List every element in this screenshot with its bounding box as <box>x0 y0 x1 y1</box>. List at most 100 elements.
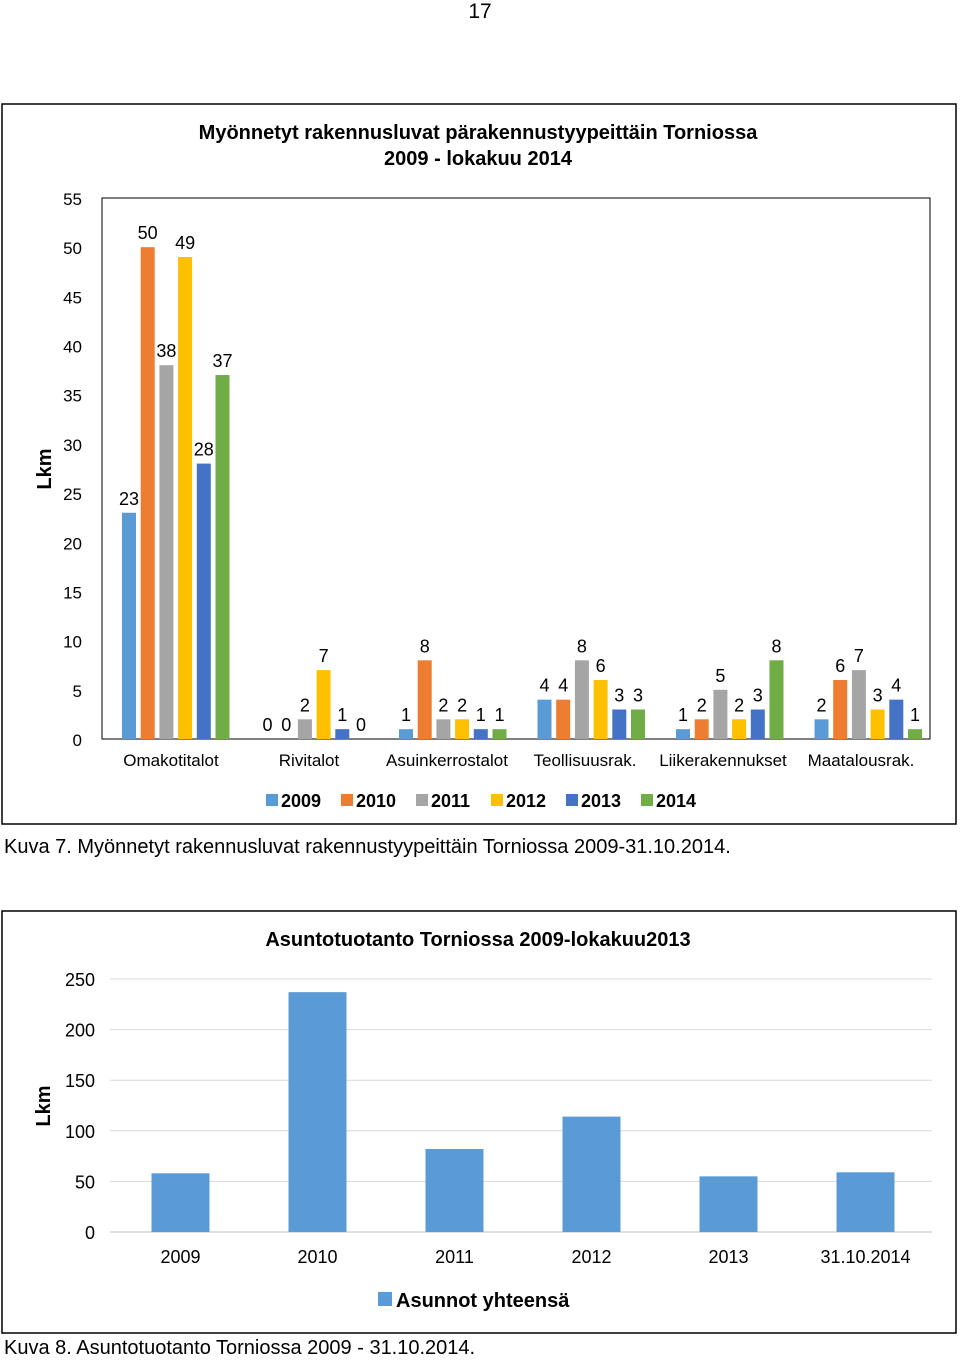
chart1-bar-2013-4 <box>750 709 765 739</box>
chart1-data-label: 7 <box>319 646 329 666</box>
chart1-data-label: 3 <box>873 685 883 705</box>
chart1-bar-2010-4 <box>694 719 709 739</box>
chart1-bar-2013-1 <box>335 729 350 739</box>
chart2-x-tick-label: 2012 <box>571 1247 611 1267</box>
chart1-legend-label: 2013 <box>581 791 621 811</box>
chart1-y-tick-label: 40 <box>63 338 82 357</box>
chart1-bar-2011-2 <box>436 719 451 739</box>
chart2-y-tick-label: 100 <box>65 1122 95 1142</box>
chart1-data-label: 6 <box>596 656 606 676</box>
chart2-bar-0 <box>151 1173 210 1232</box>
chart1-y-tick-label: 50 <box>63 239 82 258</box>
chart1-bar-2010-3 <box>556 699 571 739</box>
chart1-y-tick-label: 0 <box>73 731 82 750</box>
chart1-data-label: 8 <box>420 636 430 656</box>
chart1-bar-2010-2 <box>417 660 432 739</box>
chart1-y-tick-label: 30 <box>63 436 82 455</box>
chart1-data-label: 1 <box>910 705 920 725</box>
chart1-data-label: 7 <box>854 646 864 666</box>
chart1-data-label: 1 <box>494 705 504 725</box>
chart1-data-label: 50 <box>138 223 158 243</box>
chart2-bar-1 <box>288 992 347 1232</box>
chart1-y-tick-label: 25 <box>63 485 82 504</box>
chart2-legend-swatch <box>378 1292 392 1306</box>
chart1-legend-label: 2012 <box>506 791 546 811</box>
chart1-bar-2012-0 <box>178 257 193 739</box>
chart1-x-tick-label: Liikerakennukset <box>659 751 787 770</box>
chart1-bar-2014-0 <box>215 375 230 739</box>
chart1-legend-swatch <box>416 794 428 806</box>
chart2-x-tick-label: 2013 <box>708 1247 748 1267</box>
chart1-plot-border <box>101 197 931 740</box>
chart1-legend-swatch <box>341 794 353 806</box>
chart1-data-label: 1 <box>476 705 486 725</box>
chart1-data-label: 2 <box>816 695 826 715</box>
chart1-y-tick-label: 45 <box>63 288 82 307</box>
chart1-legend-label: 2011 <box>431 791 470 811</box>
chart1-data-label: 4 <box>558 676 568 696</box>
chart1-bar-2009-2 <box>399 729 413 739</box>
chart1-bar-2011-1 <box>297 719 312 739</box>
chart1-y-tick-label: 5 <box>73 682 82 701</box>
chart1-subtitle: 2009 - lokakuu 2014 <box>384 148 573 170</box>
chart1-y-tick-label: 55 <box>63 190 82 209</box>
chart1-x-tick-label: Teollisuusrak. <box>534 751 637 770</box>
chart1-x-tick-label: Maatalousrak. <box>808 751 915 770</box>
chart1-data-label: 2 <box>438 695 448 715</box>
chart1-data-label: 8 <box>771 636 781 656</box>
chart1-legend-label: 2009 <box>281 791 321 811</box>
chart1-x-tick-label: Asuinkerrostalot <box>386 751 508 770</box>
chart1-data-label: 1 <box>337 705 347 725</box>
chart1-bar-2011-5 <box>851 670 866 739</box>
chart1-bar-2013-0 <box>196 463 211 739</box>
chart1-bar-2012-4 <box>732 719 747 739</box>
chart-building-permits: Myönnetyt rakennusluvat pärakennustyypei… <box>1 103 957 825</box>
chart2-bar-2 <box>425 1149 484 1232</box>
chart1-data-label: 8 <box>577 636 587 656</box>
chart1-bar-2013-2 <box>473 729 488 739</box>
chart1-title: Myönnetyt rakennusluvat pärakennustyypei… <box>199 122 759 144</box>
chart1-bar-2009-4 <box>676 729 690 739</box>
chart1-x-tick-label: Rivitalot <box>279 751 340 770</box>
chart2-y-axis-label: Lkm <box>33 1085 55 1126</box>
chart1-legend-swatch <box>641 794 653 806</box>
chart1-legend-label: 2010 <box>356 791 396 811</box>
chart1-data-label: 2 <box>697 695 707 715</box>
chart2-y-tick-label: 250 <box>65 970 95 990</box>
chart1-bar-2012-2 <box>455 719 470 739</box>
chart1-y-tick-label: 35 <box>63 387 82 406</box>
chart1-bar-2014-5 <box>908 729 922 739</box>
chart1-y-tick-label: 20 <box>63 534 82 553</box>
chart1-bar-2009-0 <box>122 512 136 739</box>
chart1-data-label: 3 <box>753 685 763 705</box>
chart2-y-tick-label: 0 <box>85 1223 95 1243</box>
chart1-data-label: 0 <box>281 715 291 735</box>
chart1-bar-2014-2 <box>492 729 507 739</box>
chart1-bar-2011-3 <box>574 660 589 739</box>
chart1-bar-2010-5 <box>833 679 848 739</box>
chart1-bar-2014-4 <box>769 660 784 739</box>
chart1-data-label: 3 <box>633 685 643 705</box>
chart1-data-label: 2 <box>457 695 467 715</box>
chart1-data-label: 23 <box>119 489 139 509</box>
chart2-legend-label: Asunnot yhteensä <box>396 1290 570 1312</box>
chart1-data-label: 28 <box>194 440 214 460</box>
chart1-data-label: 4 <box>891 676 901 696</box>
chart1-legend-swatch <box>266 794 278 806</box>
chart1-bar-2009-5 <box>814 719 829 739</box>
chart2-x-tick-label: 2009 <box>160 1247 200 1267</box>
chart1-data-label: 2 <box>300 695 310 715</box>
figure-7-caption: Kuva 7. Myönnetyt rakennusluvat rakennus… <box>4 836 731 858</box>
chart1-bar-2013-5 <box>889 699 904 739</box>
page-number: 17 <box>468 0 492 23</box>
chart1-bar-2010-0 <box>140 247 155 739</box>
chart2-title: Asuntotuotanto Torniossa 2009-lokakuu201… <box>265 929 690 951</box>
chart1-y-tick-label: 10 <box>63 633 82 652</box>
chart1-legend-swatch <box>566 794 578 806</box>
chart1-data-label: 1 <box>401 705 411 725</box>
chart2-border <box>1 910 957 1334</box>
chart1-bar-2011-4 <box>713 689 728 739</box>
chart1-data-label: 3 <box>614 685 624 705</box>
chart1-data-label: 2 <box>734 695 744 715</box>
chart1-data-label: 4 <box>539 676 549 696</box>
